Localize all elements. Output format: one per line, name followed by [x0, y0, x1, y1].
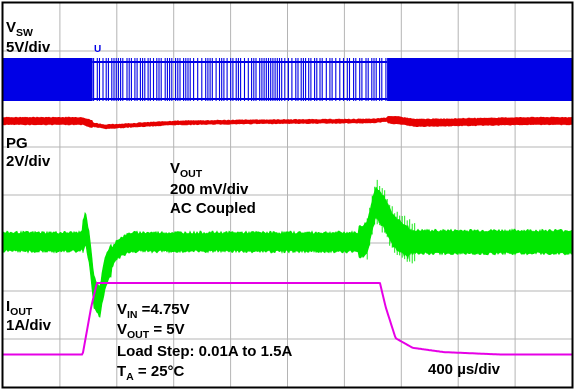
condition-ambient-temp: TA = 25°C: [117, 363, 185, 383]
vsw-scale-label: 5V/div: [6, 39, 51, 56]
vout-coupling-label: AC Coupled: [170, 200, 256, 217]
vsw-pulse-edges: [93, 58, 387, 101]
iout-scale-label: 1A/div: [6, 317, 52, 334]
condition-vout: VOUT = 5V: [117, 321, 185, 341]
vsw-trace: [3, 58, 572, 101]
trigger-marker: U: [94, 44, 101, 55]
vout-scale-label: 200 mV/div: [170, 181, 249, 198]
vout-ringing: [366, 179, 416, 264]
pg-label: PG: [6, 135, 28, 152]
iout-label: IOUT: [6, 298, 33, 318]
vsw-label: VSW: [6, 19, 33, 39]
condition-load-step: Load Step: 0.01A to 1.5A: [117, 343, 292, 360]
vsw-dense-switching-band: [3, 58, 93, 101]
iout-waveform: [3, 282, 572, 356]
pg-scale-label: 2V/div: [6, 153, 51, 170]
traces: [2, 58, 573, 356]
condition-vin: VIN =4.75V: [117, 301, 190, 321]
iout-trace: [3, 282, 572, 356]
vsw-dense-switching-band: [387, 58, 572, 101]
timebase-label: 400 µs/div: [428, 361, 501, 378]
vout-label: VOUT: [170, 160, 203, 180]
